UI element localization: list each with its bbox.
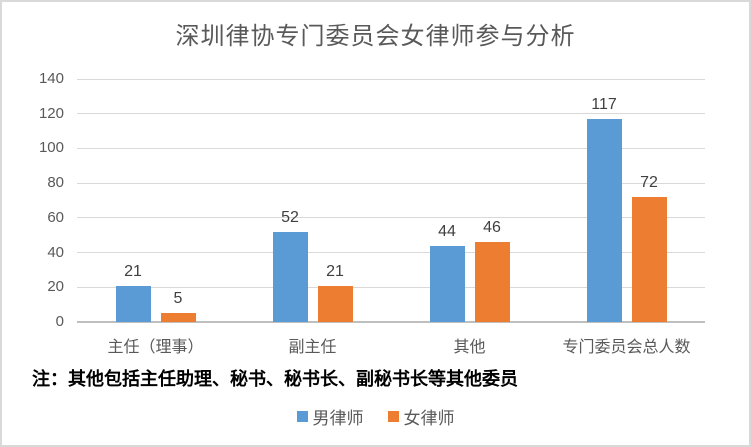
- legend-item-female: 女律师: [387, 404, 455, 429]
- bar-female-2: [474, 242, 510, 322]
- bar-male-1: [272, 231, 308, 322]
- y-axis-tick-label: 80: [47, 174, 64, 192]
- y-axis-tick-label: 20: [47, 278, 64, 296]
- x-axis-category-label: 其他: [453, 339, 486, 356]
- bar-value-label: 46: [483, 219, 501, 237]
- bar-female-0: [160, 313, 196, 322]
- bar-value-label: 72: [640, 174, 658, 192]
- bar-value-label: 21: [326, 262, 344, 280]
- gridline: [77, 252, 705, 254]
- gridline: [77, 147, 705, 149]
- bar-male-3: [586, 118, 622, 322]
- x-axis-category-label: 主任（理事）: [107, 339, 204, 356]
- x-axis-category-label: 副主任: [288, 339, 337, 356]
- legend-item-male: 男律师: [296, 404, 364, 429]
- y-axis-tick-label: 100: [38, 139, 64, 157]
- chart-note: 注：其他包括主任助理、秘书、秘书长、副秘书长等其他委员: [32, 369, 518, 389]
- bar-female-1: [317, 285, 353, 322]
- legend-swatch-male: [296, 411, 308, 422]
- legend-label: 女律师: [403, 409, 455, 428]
- bar-male-0: [115, 285, 151, 322]
- legend-label: 男律师: [312, 409, 364, 428]
- gridline: [77, 78, 705, 80]
- bar-value-label: 44: [438, 222, 456, 240]
- bar-male-2: [429, 245, 465, 322]
- bar-value-label: 5: [173, 290, 183, 308]
- y-axis-tick-label: 120: [38, 104, 64, 122]
- bar-female-3: [631, 197, 667, 322]
- gridline: [77, 182, 705, 184]
- gridline: [77, 286, 705, 288]
- legend-swatch-female: [387, 411, 399, 422]
- x-axis-line: [77, 321, 705, 323]
- gridline: [77, 217, 705, 219]
- chart-legend: 男律师 女律师: [2, 404, 749, 429]
- gridline: [77, 113, 705, 115]
- chart-title: 深圳律协专门委员会女律师参与分析: [175, 24, 576, 50]
- x-axis-category-label: 专门委员会总人数: [562, 339, 691, 356]
- bar-value-label: 117: [591, 95, 617, 113]
- y-axis-tick-label: 60: [47, 208, 64, 226]
- y-axis-tick-label: 140: [38, 70, 64, 87]
- bar-value-label: 52: [281, 208, 299, 226]
- y-axis-tick-label: 40: [47, 243, 64, 261]
- bar-value-label: 21: [124, 262, 142, 280]
- y-axis-tick-label: 0: [55, 313, 64, 330]
